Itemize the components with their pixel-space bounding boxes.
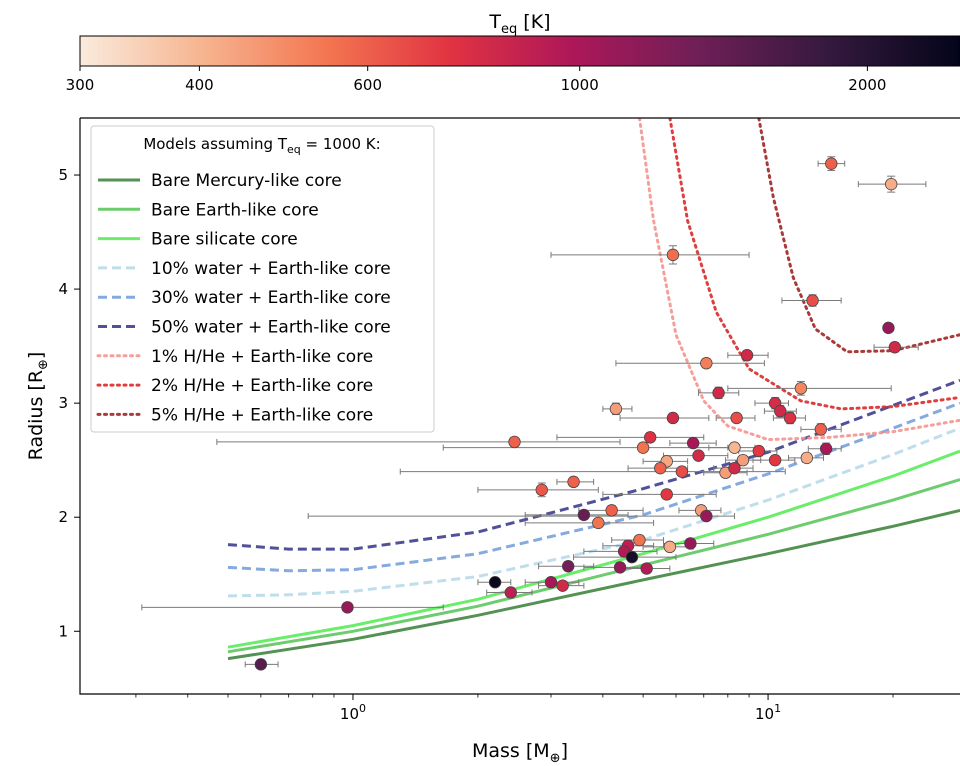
y-tick-label-3: 3	[58, 394, 68, 412]
legend-label-6: 1% H/He + Earth-like core	[151, 347, 373, 367]
data-point-19	[686, 436, 700, 450]
data-point-17	[643, 431, 657, 444]
data-point-2	[666, 248, 680, 262]
legend-label-8: 5% H/He + Earth-like core	[151, 405, 373, 425]
colorbar-ticks: 300 400 600 1000 2000	[66, 66, 886, 94]
model-curve-7	[668, 118, 960, 411]
data-point-39	[577, 508, 591, 522]
data-point-3	[806, 294, 819, 307]
data-point-20	[636, 441, 650, 454]
colorbar-tick-label-1000: 1000	[561, 76, 599, 94]
data-point-14	[666, 411, 680, 425]
legend-label-4: 30% water + Earth-like core	[151, 288, 391, 308]
colorbar-tick-label-600: 600	[353, 76, 382, 94]
model-curve-3	[227, 426, 960, 598]
legend-title: Models assuming Teq = 1000 K:	[143, 135, 380, 156]
data-point-12	[783, 411, 797, 425]
data-point-41	[633, 533, 646, 547]
data-point-16	[814, 423, 828, 436]
model-curve-4	[227, 401, 960, 573]
data-point-48	[613, 561, 627, 574]
data-point-35	[660, 488, 673, 501]
legend-label-7: 2% H/He + Earth-like core	[151, 376, 373, 396]
data-point-38	[700, 509, 713, 523]
y-tick-label-1: 1	[58, 622, 68, 640]
colorbar-gradient	[79, 35, 960, 67]
data-point-13	[609, 402, 623, 416]
legend-entries: Bare Mercury-like core Bare Earth-like co…	[96, 171, 391, 425]
data-point-5	[888, 341, 902, 354]
data-point-21	[728, 441, 741, 454]
data-point-28	[800, 451, 814, 465]
x-tick-label-1: 100	[340, 702, 366, 723]
data-point-46	[625, 550, 639, 564]
data-point-53	[504, 586, 517, 599]
data-point-36	[605, 504, 618, 517]
data-point-26	[736, 453, 750, 467]
plot-axes-frame	[79, 117, 960, 695]
model-curves	[227, 118, 960, 661]
data-point-44	[663, 540, 677, 554]
data-point-29	[654, 461, 667, 475]
data-point-55	[254, 658, 268, 671]
legend-box	[90, 125, 435, 433]
data-point-49	[640, 562, 653, 575]
data-point-27	[768, 453, 782, 467]
legend-label-0: Bare Mercury-like core	[151, 171, 342, 191]
data-point-40	[592, 516, 605, 530]
colorbar-label: Teq [K]	[488, 11, 550, 37]
y-axis-ticks: 1 2 3 4 5	[58, 166, 80, 640]
y-tick-label-4: 4	[58, 280, 68, 298]
y-tick-label-2: 2	[58, 508, 68, 526]
data-point-11	[774, 404, 787, 418]
data-point-24	[692, 449, 705, 462]
data-point-32	[728, 461, 741, 475]
data-point-33	[567, 475, 580, 489]
y-axis-label: Radius [R⊕]	[25, 352, 51, 461]
model-curve-6	[638, 118, 960, 442]
model-curve-0	[227, 508, 960, 661]
model-curve-5	[227, 378, 960, 551]
data-point-51	[544, 576, 558, 589]
x-axis-ticks: 100 101	[135, 694, 894, 723]
colorbar-tick-label-300: 300	[66, 76, 95, 94]
x-axis-label: Mass [M⊕]	[472, 740, 568, 766]
data-points	[254, 157, 902, 671]
data-point-4	[882, 321, 895, 335]
data-point-1	[885, 177, 898, 191]
legend: Models assuming Teq = 1000 K: Bare Mercu…	[90, 125, 435, 433]
data-point-50	[488, 576, 502, 589]
data-point-18	[508, 435, 521, 449]
data-point-0	[825, 157, 838, 170]
x-tick-label-10: 101	[755, 702, 781, 723]
legend-label-5: 50% water + Earth-like core	[151, 318, 391, 338]
data-point-42	[684, 537, 697, 550]
data-point-7	[700, 357, 713, 370]
data-point-15	[730, 411, 743, 425]
model-curve-2	[227, 449, 960, 649]
colorbar: Teq [K] 300 400 600 1000 2000	[66, 11, 960, 94]
legend-label-2: Bare silicate core	[151, 230, 298, 250]
data-point-30	[675, 465, 689, 478]
legend-label-3: 10% water + Earth-like core	[151, 259, 391, 279]
y-tick-label-5: 5	[58, 166, 68, 184]
data-point-54	[341, 601, 354, 614]
colorbar-tick-label-2000: 2000	[848, 76, 886, 94]
data-point-8	[712, 386, 725, 400]
data-point-47	[561, 560, 575, 573]
data-point-23	[819, 442, 833, 455]
data-point-22	[752, 444, 766, 458]
data-point-6	[740, 349, 754, 362]
colorbar-tick-label-400: 400	[185, 76, 214, 94]
data-point-34	[535, 483, 548, 497]
data-point-9	[794, 382, 808, 395]
legend-label-1: Bare Earth-like core	[151, 200, 319, 220]
data-point-52	[556, 579, 569, 592]
